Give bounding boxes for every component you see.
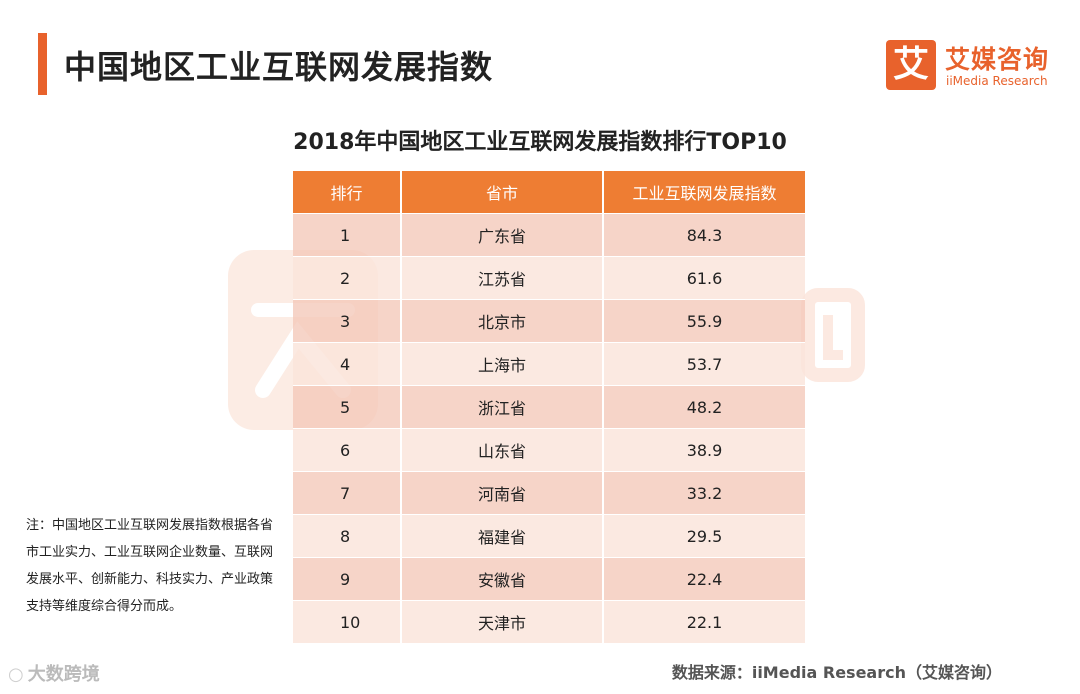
table-row: 5 浙江省 48.2 [293,385,805,429]
table-row: 3 北京市 55.9 [293,299,805,343]
index-cell: 22.1 [603,600,805,643]
region-cell: 上海市 [401,342,604,386]
index-cell: 48.2 [603,385,805,429]
table-row: 9 安徽省 22.4 [293,557,805,601]
table-row: 8 福建省 29.5 [293,514,805,558]
index-cell: 38.9 [603,428,805,472]
region-cell: 北京市 [401,299,604,343]
data-source: 数据来源：iiMedia Research（艾媒咨询） [671,663,1002,682]
logo-mark-icon: 艾 [886,40,936,90]
region-cell: 山东省 [401,428,604,472]
index-cell: 33.2 [603,471,805,515]
table-row: 6 山东省 38.9 [293,428,805,472]
column-header-index: 工业互联网发展指数 [603,171,805,214]
rank-cell: 8 [293,514,402,558]
logo-en-text: iiMedia Research [946,74,1048,88]
rank-cell: 2 [293,256,402,300]
rank-cell: 6 [293,428,402,472]
rank-cell: 10 [293,600,402,643]
table-row: 2 江苏省 61.6 [293,256,805,300]
region-cell: 福建省 [401,514,604,558]
brand-logo: 艾 艾媒咨询 iiMedia Research [886,40,1061,92]
index-cell: 53.7 [603,342,805,386]
chart-title: 2018年中国地区工业互联网发展指数排行TOP10 [293,130,787,155]
footer-watermark-text: 大数跨境 [27,664,100,685]
region-cell: 浙江省 [401,385,604,429]
rank-cell: 5 [293,385,402,429]
table-row: 1 广东省 84.3 [293,213,805,257]
region-cell: 广东省 [401,213,604,257]
table-row: 10 天津市 22.1 [293,600,805,643]
index-cell: 84.3 [603,213,805,257]
region-cell: 江苏省 [401,256,604,300]
weibo-icon: ○ [8,664,24,685]
region-cell: 河南省 [401,471,604,515]
rank-cell: 7 [293,471,402,515]
index-cell: 22.4 [603,557,805,601]
column-header-rank: 排行 [293,171,402,214]
rank-cell: 3 [293,299,402,343]
rank-cell: 4 [293,342,402,386]
ranking-table: 排行 省市 工业互联网发展指数 1 广东省 84.3 2 江苏省 61.6 3 … [293,171,805,643]
index-cell: 61.6 [603,256,805,300]
table-header-row: 排行 省市 工业互联网发展指数 [293,171,805,214]
logo-cn-text: 艾媒咨询 [945,45,1050,74]
index-cell: 55.9 [603,299,805,343]
index-cell: 29.5 [603,514,805,558]
footnote: 注：中国地区工业互联网发展指数根据各省市工业实力、工业互联网企业数量、互联网发展… [26,518,274,614]
column-header-region: 省市 [401,171,604,214]
footer-watermark: ○ 大数跨境 [8,660,100,686]
table-row: 7 河南省 33.2 [293,471,805,515]
page-title: 中国地区工业互联网发展指数 [64,48,494,86]
table-row: 4 上海市 53.7 [293,342,805,386]
title-accent-bar [38,33,47,95]
rank-cell: 1 [293,213,402,257]
region-cell: 天津市 [401,600,604,643]
region-cell: 安徽省 [401,557,604,601]
rank-cell: 9 [293,557,402,601]
